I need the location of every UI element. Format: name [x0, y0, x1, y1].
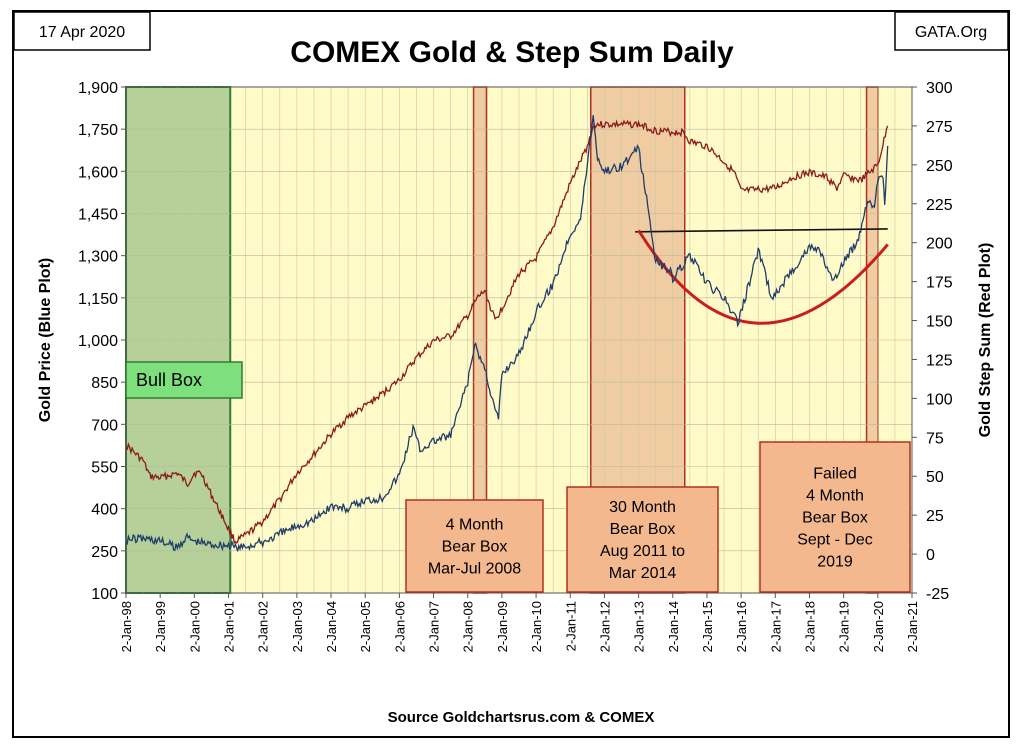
y-right-tick-label: -25	[926, 586, 949, 603]
y-left-tick-label: 550	[91, 460, 118, 477]
x-tick-label: 2-Jan-04	[324, 601, 339, 652]
series-step-sum-line	[125, 119, 889, 545]
bear-2019-label-text: Sept - Dec	[797, 531, 873, 548]
y-right-tick-label: 150	[926, 314, 953, 331]
bear-2019-label-text: Failed	[813, 465, 857, 482]
site-box	[894, 11, 1009, 51]
date-label: 17 Apr 2020	[39, 24, 125, 41]
bear-2019-label-text: 2019	[817, 553, 853, 570]
y-right-tick-label: 300	[926, 80, 953, 97]
x-tick-label: 2-Jan-06	[392, 601, 407, 652]
x-tick-label: 2-Jan-00	[187, 601, 202, 652]
bear-2008-label-box	[405, 499, 544, 593]
y-left-tick-label: 1,300	[78, 249, 118, 266]
y-left-tick-label: 1,150	[78, 291, 118, 308]
x-tick-label: 2-Jan-13	[632, 601, 647, 652]
bear-2011-label-box	[566, 486, 719, 593]
x-tick-label: 2-Jan-99	[153, 601, 168, 652]
y-right-tick-label: 50	[926, 469, 944, 486]
chart-title: COMEX Gold & Step Sum Daily	[290, 36, 734, 69]
series-gold-price-line	[125, 115, 889, 552]
x-tick-label: 2-Jan-05	[358, 601, 373, 652]
date-box	[13, 11, 151, 51]
y-right-tick-label: 175	[926, 275, 953, 292]
y-right-tick-label: 125	[926, 352, 953, 369]
x-tick-label: 2-Jan-03	[290, 601, 305, 652]
x-tick-label: 2-Jan-01	[222, 601, 237, 652]
x-tick-label: 2-Jan-08	[461, 601, 476, 652]
y-left-tick-label: 1,000	[78, 333, 118, 350]
y-right-tick-label: 250	[926, 158, 953, 175]
bear-2011-label-text: 30 Month	[609, 499, 676, 516]
y-right-tick-label: 100	[926, 391, 953, 408]
bear-2011-label-text: Bear Box	[610, 521, 676, 538]
x-tick-label: 2-Jan-07	[427, 601, 442, 652]
x-tick-label: 2-Jan-15	[700, 601, 715, 652]
y-right-tick-label: 25	[926, 508, 944, 525]
bear-2011-label-text: Aug 2011 to	[600, 543, 685, 560]
y-left-tick-label: 100	[91, 586, 118, 603]
y-right-tick-label: 225	[926, 197, 953, 214]
x-tick-label: 2-Jan-16	[734, 601, 749, 652]
x-tick-label: 2-Jan-98	[119, 601, 134, 652]
bear-2019-label-box	[759, 441, 911, 593]
x-tick-label: 2-Jan-12	[597, 601, 612, 652]
bear-2019-label-text: Bear Box	[802, 509, 868, 526]
x-tick-label: 2-Jan-10	[529, 601, 544, 652]
bear-2019-label-text: 4 Month	[806, 487, 864, 504]
y-right-tick-label: 200	[926, 236, 953, 253]
bear-2011-label-text: Mar 2014	[609, 565, 677, 582]
y-left-tick-label: 850	[91, 375, 118, 392]
source-label: Source Goldchartsrus.com & COMEX	[388, 709, 655, 726]
y-right-axis-label: Gold Step Sum (Red Plot)	[977, 243, 994, 438]
bull-box-label-box	[125, 361, 243, 399]
bear-2008-label-text: 4 Month	[446, 516, 504, 533]
bear-2008-label-text: Mar-Jul 2008	[428, 560, 521, 577]
x-tick-label: 2-Jan-11	[563, 601, 578, 651]
y-left-axis-label: Gold Price (Blue Plot)	[37, 258, 54, 422]
x-tick-label: 2-Jan-21	[905, 601, 920, 652]
x-tick-label: 2-Jan-02	[256, 601, 271, 652]
x-tick-label: 2-Jan-14	[666, 601, 681, 652]
y-left-tick-label: 1,450	[78, 207, 118, 224]
bull-box-label-text: Bull Box	[136, 370, 202, 390]
y-left-tick-label: 1,900	[78, 80, 118, 97]
x-tick-label: 2-Jan-19	[837, 601, 852, 652]
y-right-tick-label: 0	[926, 547, 935, 564]
bear-2008-label-text: Bear Box	[442, 538, 508, 555]
y-right-tick-label: 75	[926, 430, 944, 447]
y-left-tick-label: 1,600	[78, 164, 118, 181]
x-tick-label: 2-Jan-17	[768, 601, 783, 652]
y-left-tick-label: 400	[91, 502, 118, 519]
y-left-tick-label: 250	[91, 544, 118, 561]
y-right-tick-label: 275	[926, 119, 953, 136]
x-tick-label: 2-Jan-09	[495, 601, 510, 652]
y-left-tick-label: 700	[91, 417, 118, 434]
x-tick-label: 2-Jan-18	[802, 601, 817, 652]
x-tick-label: 2-Jan-20	[871, 601, 886, 652]
site-label: GATA.Org	[915, 24, 987, 41]
y-left-tick-label: 1,750	[78, 122, 118, 139]
resistance-line	[635, 228, 888, 233]
